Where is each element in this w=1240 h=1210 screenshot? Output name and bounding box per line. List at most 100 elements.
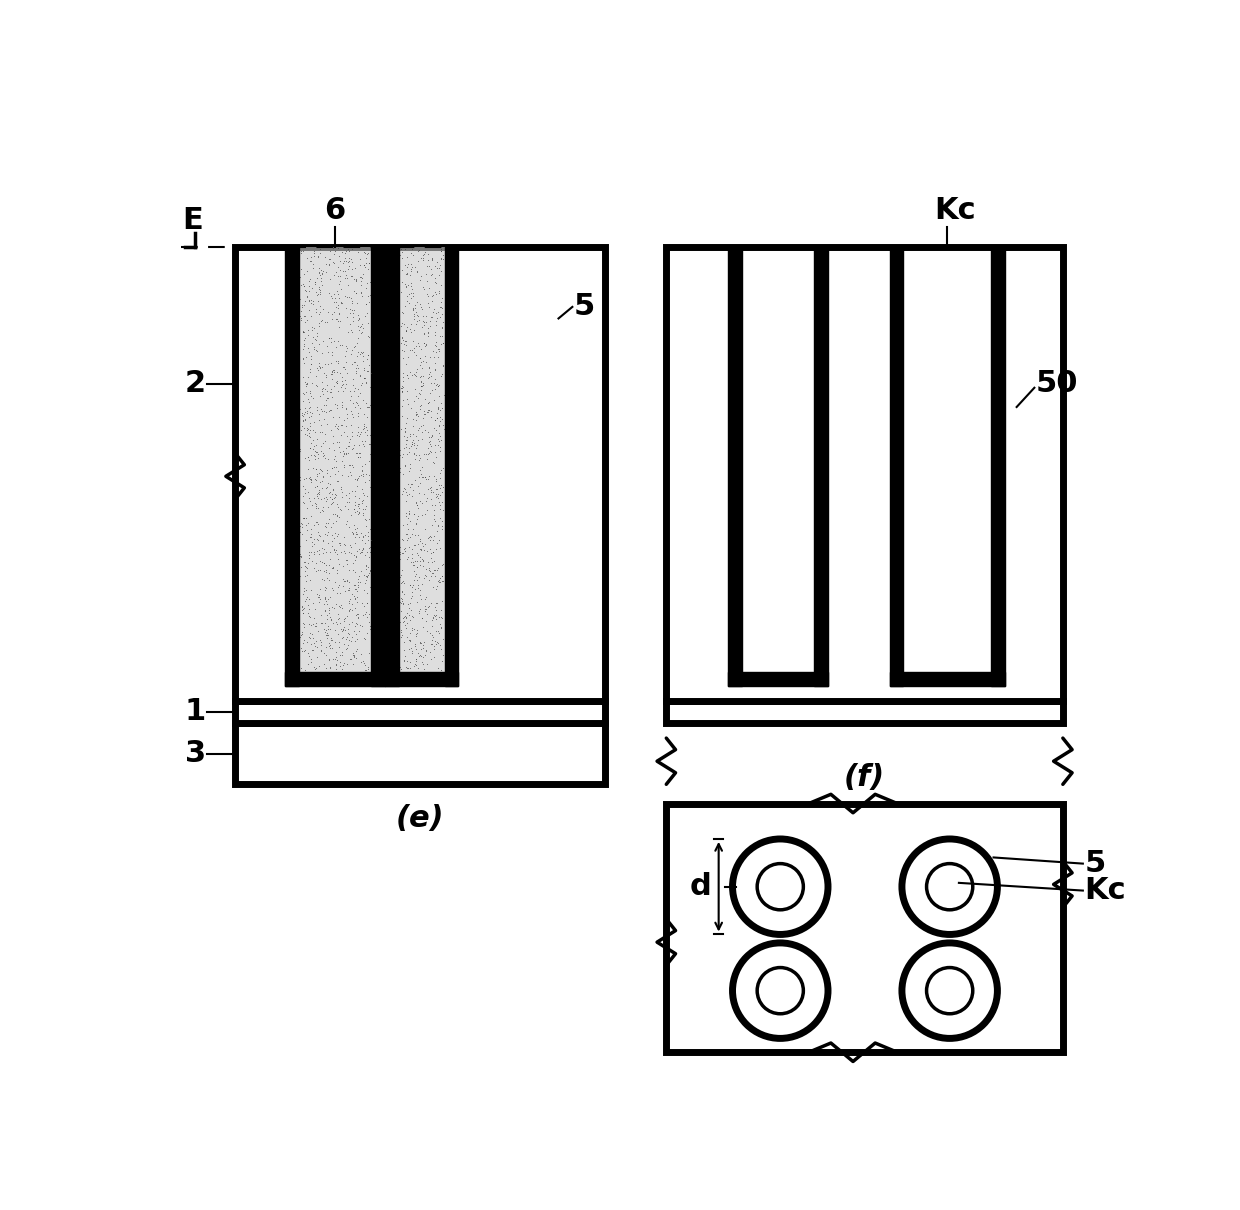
Point [319,302,339,322]
Point [433,459,453,478]
Point [410,399,430,419]
Point [312,264,332,283]
Point [353,528,373,547]
Point [341,630,361,650]
Point [427,634,446,653]
Point [295,281,315,300]
Point [412,467,432,486]
Point [325,376,345,396]
Point [403,286,423,305]
Point [324,426,343,445]
Point [310,387,330,407]
Point [402,288,422,307]
Point [419,317,439,336]
Point [326,594,346,613]
Text: (f): (f) [844,764,885,793]
Point [358,605,378,624]
Point [430,401,450,420]
Point [340,560,360,580]
Point [304,246,324,265]
Point [343,307,363,327]
Point [429,347,449,367]
Point [352,483,372,502]
Point [415,491,435,511]
Point [422,634,441,653]
Point [336,443,356,462]
Point [332,381,352,401]
Point [326,298,346,317]
Point [305,489,325,508]
Point [429,607,449,627]
Point [404,555,424,575]
Point [414,402,434,421]
Point [352,269,372,288]
Point [428,633,448,652]
Point [402,621,422,640]
Point [424,542,444,561]
Point [402,641,422,661]
Point [321,286,341,305]
Point [353,318,373,338]
Point [315,448,335,467]
Point [295,398,315,417]
Point [427,342,446,362]
Point [393,530,413,549]
Point [418,250,438,270]
Point [391,544,410,564]
Point [356,278,376,298]
Point [430,500,450,519]
Point [391,440,410,460]
Point [427,485,446,505]
Point [357,397,377,416]
Point [336,379,356,398]
Point [306,367,326,386]
Point [346,524,366,543]
Point [430,431,450,450]
Point [298,446,317,466]
Point [343,500,363,519]
Point [422,437,441,456]
Point [412,549,432,569]
Point [353,465,373,484]
Point [430,241,450,260]
Point [348,607,368,627]
Point [353,653,373,673]
Point [417,587,436,606]
Point [316,638,336,657]
Point [352,503,372,523]
Point [295,410,315,430]
Point [397,413,417,432]
Point [355,419,374,438]
Point [418,444,438,463]
Point [332,483,352,502]
Point [322,362,342,381]
Point [298,643,317,662]
Point [301,650,321,669]
Point [296,375,316,394]
Point [422,624,441,644]
Point [355,358,374,378]
Point [394,607,414,627]
Point [357,327,377,346]
Point [332,394,352,414]
Point [391,316,410,335]
Point [312,443,332,462]
Point [410,584,430,604]
Point [425,269,445,288]
Point [418,318,438,338]
Point [391,419,410,438]
Point [351,283,371,302]
Point [424,552,444,571]
Point [304,243,324,263]
Point [433,318,453,338]
Point [312,461,332,480]
Point [423,531,443,551]
Point [356,243,376,263]
Point [432,571,451,590]
Point [413,536,433,555]
Point [402,474,422,494]
Point [308,443,327,462]
Point [357,623,377,643]
Point [409,483,429,502]
Point [322,362,342,381]
